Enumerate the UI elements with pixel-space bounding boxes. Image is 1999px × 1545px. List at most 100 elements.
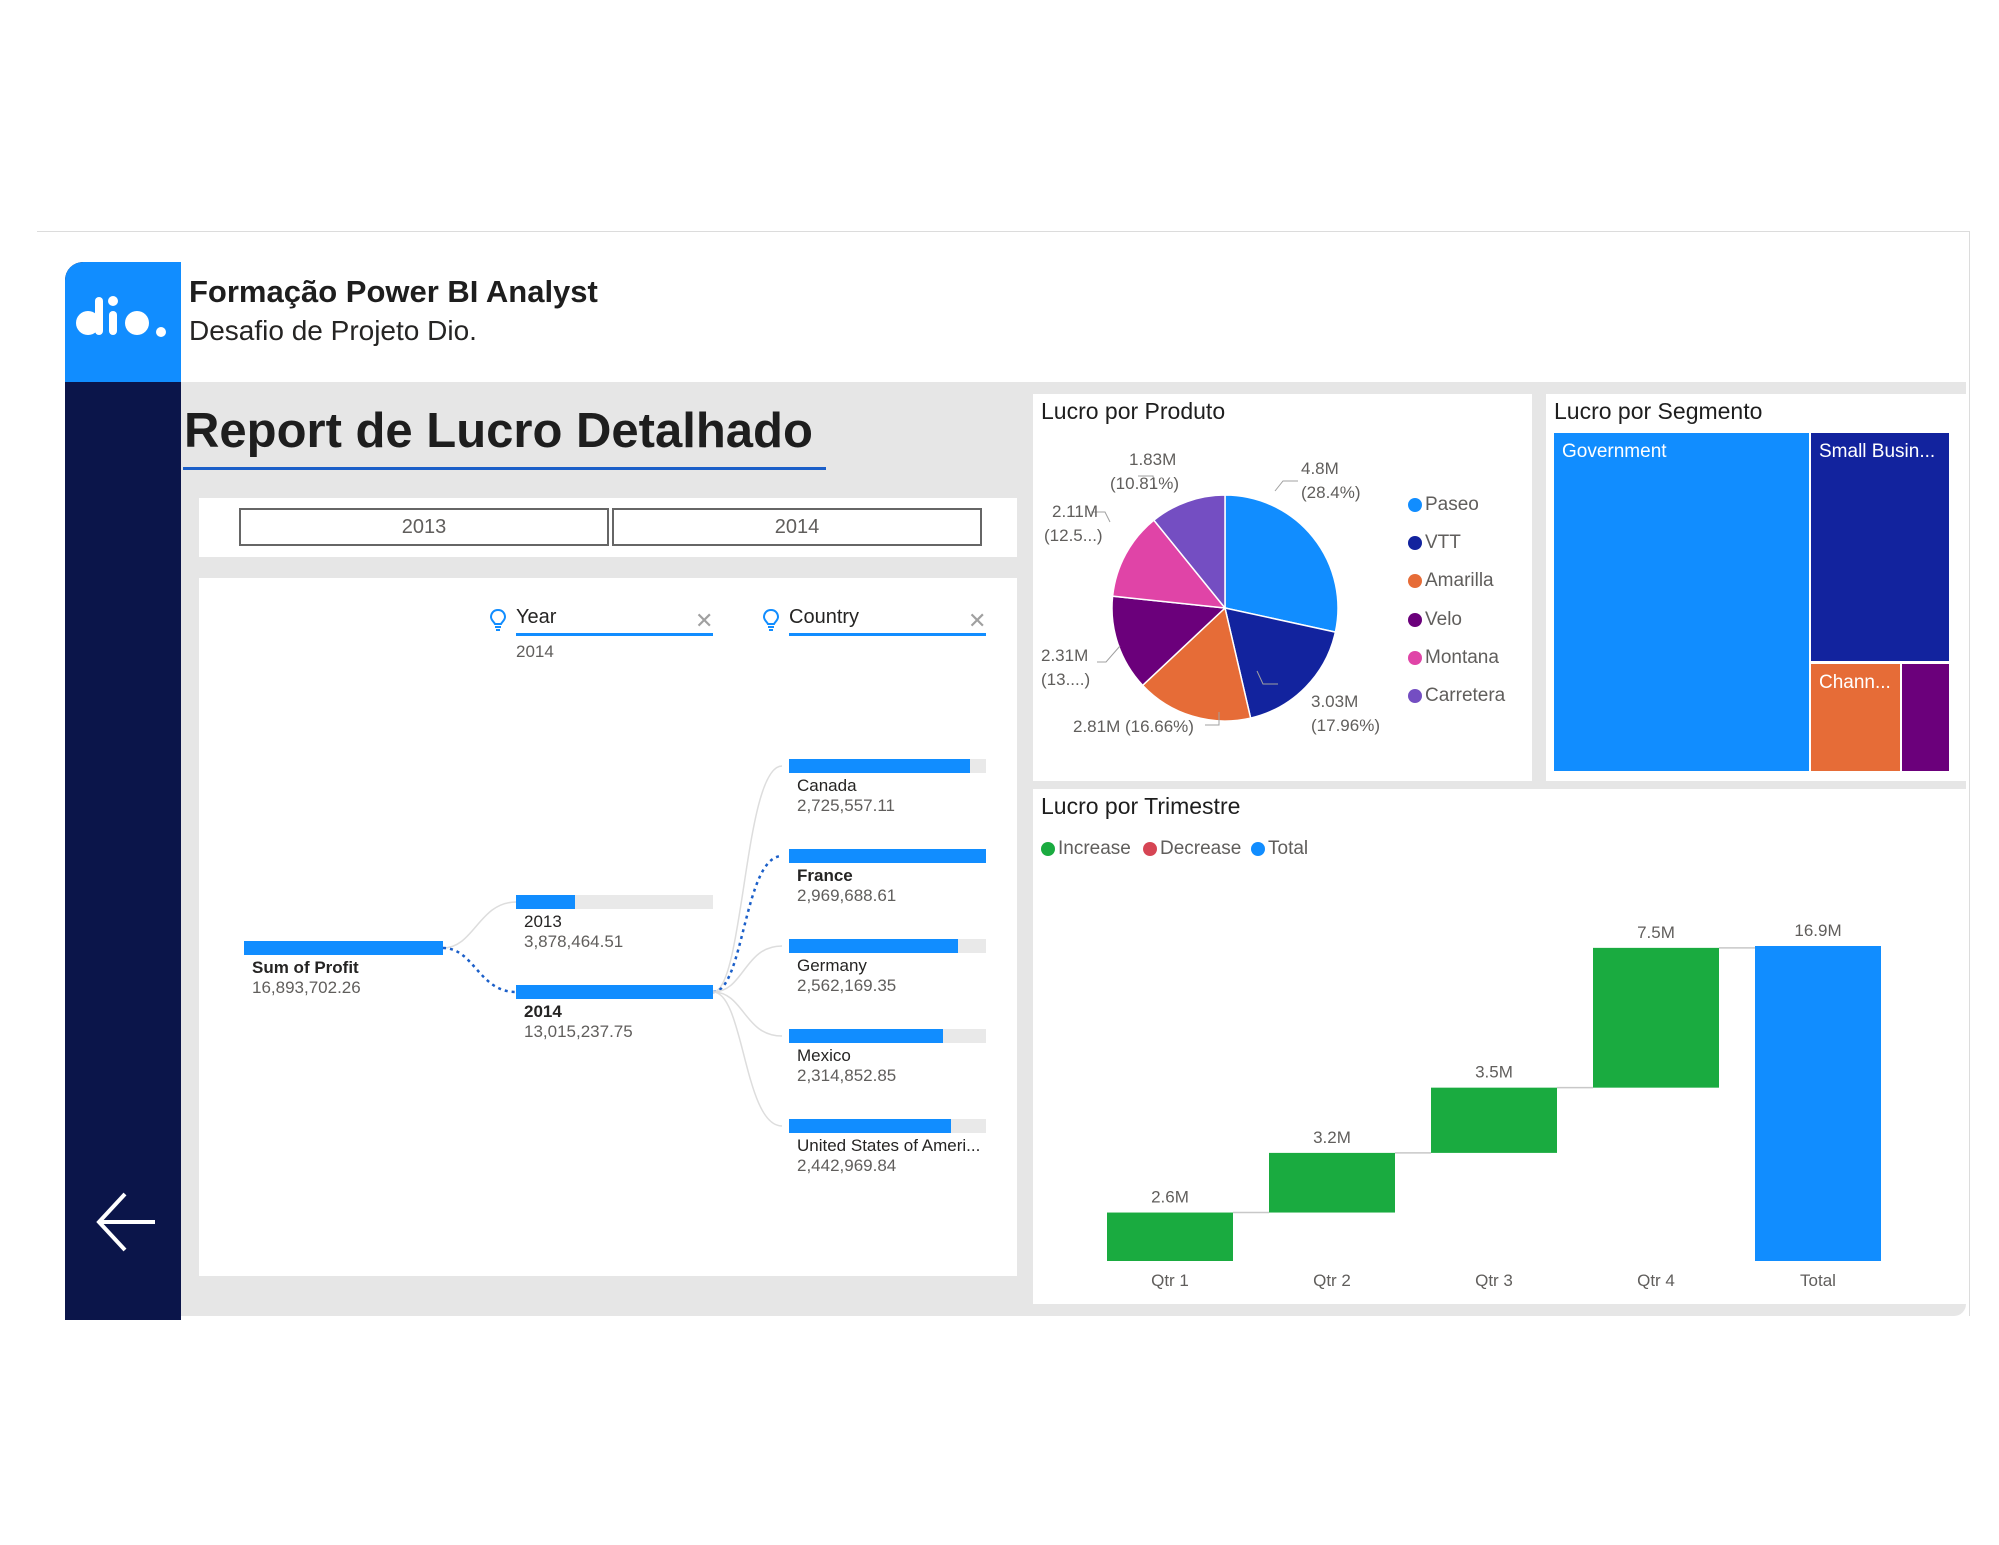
year-header-underline bbox=[516, 633, 713, 636]
legend-item-vtt[interactable]: VTT bbox=[1408, 532, 1461, 554]
legend-dot bbox=[1408, 498, 1422, 512]
root-value: 16,893,702.26 bbox=[252, 978, 361, 997]
legend-item-total[interactable]: Total bbox=[1251, 838, 1308, 860]
pie-slice-montana[interactable] bbox=[1111, 519, 1227, 609]
country-value-canada: 2,725,557.11 bbox=[797, 796, 895, 815]
country-bar-fill bbox=[789, 759, 971, 773]
treemap-tile-small-business[interactable]: Small Busin... bbox=[1811, 433, 1949, 661]
treemap-tile-government[interactable]: Government bbox=[1554, 433, 1809, 771]
pie-slice-carretera[interactable] bbox=[1152, 494, 1226, 611]
pie-slice-velo[interactable] bbox=[1111, 595, 1227, 687]
pie-chart[interactable]: 4.8M (28.4%) 3.03M (17.96%) 2.81M (16.66… bbox=[1033, 394, 1393, 781]
legend-dot bbox=[1143, 842, 1157, 856]
waterfall-bar-total[interactable] bbox=[1755, 946, 1881, 1261]
waterfall-category-label: Qtr 1 bbox=[1151, 1271, 1189, 1290]
country-bar-usa[interactable] bbox=[789, 1119, 986, 1133]
root-bar-fill bbox=[244, 941, 443, 955]
year-header[interactable]: Year bbox=[516, 606, 557, 628]
dio-logo-mark bbox=[76, 296, 166, 337]
waterfall-bar-qtr-3[interactable] bbox=[1431, 1087, 1557, 1153]
treemap-panel: Lucro por Segmento Government Small Busi… bbox=[1546, 394, 1966, 781]
legend-item-paseo[interactable]: Paseo bbox=[1408, 494, 1479, 516]
year-value-2013: 3,878,464.51 bbox=[524, 932, 624, 951]
pie-slice-paseo[interactable] bbox=[1224, 494, 1339, 633]
pie-pct-montana: (12.5...) bbox=[1044, 526, 1103, 545]
waterfall-data-label: 2.6M bbox=[1151, 1188, 1189, 1207]
report-title-underline bbox=[183, 467, 826, 470]
decomposition-tree: Year ✕ 2014 Country ✕ Sum of Profit 16,8… bbox=[199, 578, 1017, 1276]
sidebar bbox=[65, 262, 181, 1320]
legend-item-increase[interactable]: Increase bbox=[1041, 838, 1131, 860]
legend-label: Decrease bbox=[1160, 838, 1242, 859]
pie-label-paseo: 4.8M bbox=[1301, 459, 1339, 478]
pie-chart-title: Lucro por Produto bbox=[1041, 398, 1226, 424]
root-bar[interactable] bbox=[244, 941, 443, 955]
country-bar-fill bbox=[789, 849, 986, 863]
country-header-underline bbox=[789, 633, 986, 636]
waterfall-data-label: 7.5M bbox=[1637, 923, 1675, 942]
year-label-2014: 2014 bbox=[524, 1002, 562, 1021]
pie-chart-panel: Lucro por Produto 4.8M (28.4%) 3.03M (17… bbox=[1033, 394, 1532, 781]
close-icon[interactable]: ✕ bbox=[695, 608, 714, 633]
page-subtitle: Desafio de Projeto Dio. bbox=[189, 315, 477, 346]
pie-slice-vtt[interactable] bbox=[1224, 607, 1337, 719]
waterfall-bar-qtr-4[interactable] bbox=[1593, 947, 1719, 1088]
waterfall-chart[interactable]: 2.6M Qtr 1 3.2M Qtr 2 3.5M Qtr 3 7.5M Qtr 4 16.9… bbox=[1033, 789, 1966, 1304]
waterfall-data-label: 3.2M bbox=[1313, 1128, 1351, 1147]
country-value-germany: 2,562,169.35 bbox=[797, 976, 897, 995]
treemap-tile-other[interactable] bbox=[1902, 664, 1949, 771]
year-value-2014: 13,015,237.75 bbox=[524, 1022, 633, 1041]
pie-label-amarilla: 2.81M (16.66%) bbox=[1073, 717, 1194, 736]
treemap-label: Small Busin... bbox=[1819, 441, 1936, 462]
legend-label: Increase bbox=[1058, 838, 1131, 859]
waterfall-category-label: Total bbox=[1800, 1271, 1836, 1290]
pie-pct-velo: (13....) bbox=[1041, 670, 1090, 689]
legend-item-velo[interactable]: Velo bbox=[1408, 609, 1462, 631]
waterfall-category-label: Qtr 4 bbox=[1637, 1271, 1675, 1290]
treemap-tile-channel[interactable]: Chann... bbox=[1811, 664, 1900, 771]
legend-label: VTT bbox=[1425, 532, 1461, 553]
year-bar-fill bbox=[516, 895, 576, 909]
country-bar-france[interactable] bbox=[789, 849, 986, 863]
year-bar-2013[interactable] bbox=[516, 895, 713, 909]
country-header[interactable]: Country bbox=[789, 606, 860, 628]
pie-slice-amarilla[interactable] bbox=[1141, 606, 1252, 722]
treemap-label: Government bbox=[1562, 441, 1667, 462]
slicer-option-2014[interactable]: 2014 bbox=[612, 508, 982, 546]
waterfall-category-label: Qtr 2 bbox=[1313, 1271, 1351, 1290]
country-value-usa: 2,442,969.84 bbox=[797, 1156, 897, 1175]
header-bar bbox=[180, 262, 1966, 382]
root-label: Sum of Profit bbox=[252, 958, 359, 977]
country-value-mexico: 2,314,852.85 bbox=[797, 1066, 897, 1085]
legend-item-montana[interactable]: Montana bbox=[1408, 647, 1499, 669]
country-value-france: 2,969,688.61 bbox=[797, 886, 897, 905]
country-bar-fill bbox=[789, 1029, 943, 1043]
lightbulb-icon bbox=[762, 608, 780, 637]
year-bar-2014[interactable] bbox=[516, 985, 713, 999]
country-bar-canada[interactable] bbox=[789, 759, 986, 773]
tree-connectors bbox=[442, 765, 783, 1127]
treemap-title: Lucro por Segmento bbox=[1554, 398, 1763, 424]
legend-label: Montana bbox=[1425, 647, 1499, 668]
waterfall-bar-qtr-1[interactable] bbox=[1107, 1212, 1233, 1261]
country-label-france: France bbox=[797, 866, 853, 885]
legend-dot bbox=[1041, 842, 1055, 856]
country-bar-germany[interactable] bbox=[789, 939, 986, 953]
waterfall-bar-qtr-2[interactable] bbox=[1269, 1152, 1395, 1213]
pie-pct-vtt: (17.96%) bbox=[1311, 716, 1380, 735]
legend-label: Amarilla bbox=[1425, 570, 1494, 591]
legend-label: Carretera bbox=[1425, 685, 1506, 706]
legend-item-decrease[interactable]: Decrease bbox=[1143, 838, 1241, 860]
waterfall-title: Lucro por Trimestre bbox=[1041, 793, 1241, 819]
waterfall-panel: Lucro por Trimestre Increase Decrease To… bbox=[1033, 789, 1966, 1304]
legend-item-carretera[interactable]: Carretera bbox=[1408, 685, 1505, 707]
close-icon[interactable]: ✕ bbox=[968, 608, 987, 633]
pie-pct-carretera: (10.81%) bbox=[1110, 474, 1179, 493]
pie-label-montana: 2.11M bbox=[1052, 502, 1098, 521]
country-bar-mexico[interactable] bbox=[789, 1029, 986, 1043]
back-arrow-icon[interactable] bbox=[85, 1182, 165, 1262]
lightbulb-icon bbox=[489, 608, 507, 637]
year-label-2013: 2013 bbox=[524, 912, 562, 931]
legend-item-amarilla[interactable]: Amarilla bbox=[1408, 570, 1494, 592]
slicer-option-2013[interactable]: 2013 bbox=[239, 508, 609, 546]
